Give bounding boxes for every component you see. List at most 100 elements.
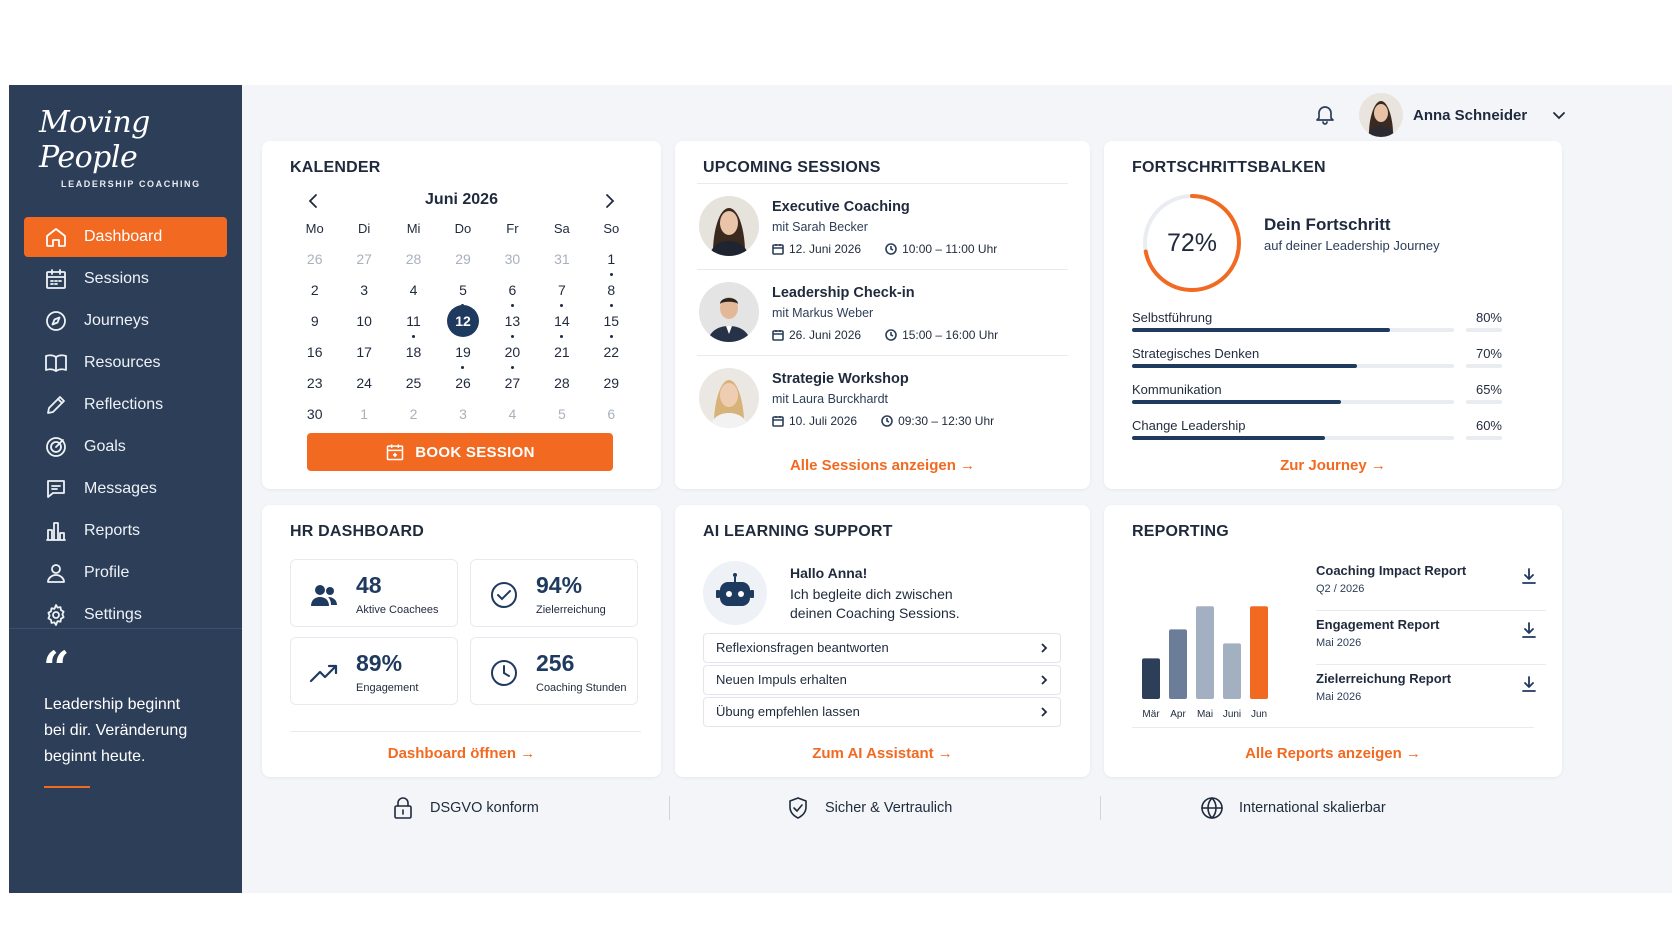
calendar-day[interactable]: 5 <box>537 402 586 433</box>
calendar-day[interactable]: 29 <box>587 371 636 402</box>
calendar-day[interactable]: 17 <box>339 340 388 371</box>
calendar-day[interactable]: 24 <box>339 371 388 402</box>
calendar-day-number: 11 <box>406 313 421 329</box>
sidebar-item-dashboard[interactable]: Dashboard <box>24 217 227 257</box>
calendar-day[interactable]: 25 <box>389 371 438 402</box>
sidebar-item-sessions[interactable]: Sessions <box>24 259 227 299</box>
report-period: Q2 / 2026 <box>1316 583 1365 595</box>
calendar-day[interactable]: 19 <box>438 340 487 371</box>
sidebar-item-label: Journeys <box>84 312 149 329</box>
calendar-day-number: 2 <box>310 282 319 298</box>
reporting-bar-chart: Mär Apr Mai Juni Jun <box>1142 606 1268 720</box>
calendar-day[interactable]: 13 <box>488 309 537 340</box>
session-item[interactable]: Strategie Workshop mit Laura Burckhardt … <box>697 355 1068 441</box>
sidebar-item-goals[interactable]: Goals <box>24 427 227 467</box>
sidebar-item-journeys[interactable]: Journeys <box>24 301 227 341</box>
calendar-day[interactable]: 7 <box>537 278 586 309</box>
sidebar-item-messages[interactable]: Messages <box>24 469 227 509</box>
ai-assistant-link[interactable]: Zum AI Assistant → <box>812 745 953 762</box>
all-sessions-link[interactable]: Alle Sessions anzeigen → <box>789 457 976 474</box>
progress-card: FORTSCHRITTSBALKEN 72% Dein Fortschritt … <box>1104 141 1562 489</box>
calendar-day[interactable]: 22 <box>587 340 636 371</box>
calendar-day[interactable]: 3 <box>438 402 487 433</box>
ai-option-reflection[interactable]: Reflexionsfragen beantworten <box>703 633 1061 663</box>
kpi-engagement[interactable]: 89% Engagement <box>290 637 458 705</box>
calendar-day[interactable]: 27 <box>488 371 537 402</box>
brand-tagline: LEADERSHIP COACHING <box>61 179 201 189</box>
calendar-day[interactable]: 10 <box>339 309 388 340</box>
calendar-day[interactable]: 26 <box>290 247 339 278</box>
notifications-button[interactable] <box>1313 102 1337 126</box>
calendar-day-number: 25 <box>405 375 422 391</box>
calendar-day[interactable]: 3 <box>339 278 388 309</box>
gear-icon <box>47 604 65 626</box>
calendar-day[interactable]: 23 <box>290 371 339 402</box>
calendar-day[interactable]: 4 <box>488 402 537 433</box>
calendar-day[interactable]: 1 <box>587 247 636 278</box>
calendar-day[interactable]: 28 <box>389 247 438 278</box>
chevron-left-icon[interactable] <box>304 191 324 211</box>
calendar-day[interactable]: 31 <box>537 247 586 278</box>
footer-security: Sicher & Vertraulich <box>785 795 952 821</box>
calendar-day[interactable]: 6 <box>488 278 537 309</box>
weekday-label: Do <box>454 221 472 236</box>
calendar-day-number: 6 <box>607 406 616 422</box>
all-reports-link[interactable]: Alle Reports anzeigen → <box>1245 745 1421 762</box>
dashboard-open-link[interactable]: Dashboard öffnen → <box>387 745 536 762</box>
kpi-active-coachees[interactable]: 48 Aktive Coachees <box>290 559 458 627</box>
calendar-day[interactable]: 15 <box>587 309 636 340</box>
report-title: Coaching Impact Report <box>1316 563 1467 578</box>
progress-heading: Dein Fortschritt <box>1264 215 1391 234</box>
sidebar-item-reports[interactable]: Reports <box>24 511 227 551</box>
brand-logo[interactable]: Moving People LEADERSHIP COACHING <box>9 85 242 189</box>
calendar-day[interactable]: 29 <box>438 247 487 278</box>
calendar-day[interactable]: 2 <box>290 278 339 309</box>
calendar-day-selected[interactable]: 12 <box>438 305 487 340</box>
download-button[interactable] <box>1520 621 1538 639</box>
session-date: 12. Juni 2026 <box>789 242 862 256</box>
percent-underline <box>1466 400 1502 404</box>
sidebar-item-resources[interactable]: Resources <box>24 343 227 383</box>
calendar-day[interactable]: 9 <box>290 309 339 340</box>
kpi-coaching-hours[interactable]: 256 Coaching Stunden <box>470 637 638 705</box>
user-menu[interactable]: Anna Schneider <box>1359 93 1567 137</box>
calendar-day[interactable]: 8 <box>587 278 636 309</box>
calendar-day[interactable]: 6 <box>587 402 636 433</box>
calendar-day[interactable]: 30 <box>290 402 339 433</box>
session-item[interactable]: Executive Coaching mit Sarah Becker 12. … <box>697 183 1068 269</box>
calendar-day[interactable]: 21 <box>537 340 586 371</box>
calendar-day[interactable]: 2 <box>389 402 438 433</box>
kpi-label: Zielerreichung <box>536 604 606 616</box>
calendar-day[interactable]: 11 <box>389 309 438 340</box>
sidebar-item-profile[interactable]: Profile <box>24 553 227 593</box>
calendar-day-number: 23 <box>306 375 323 391</box>
calendar-day[interactable]: 18 <box>389 340 438 371</box>
calendar-day[interactable]: 28 <box>537 371 586 402</box>
calendar-day[interactable]: 4 <box>389 278 438 309</box>
ai-option-impulse[interactable]: Neuen Impuls erhalten <box>703 665 1061 695</box>
calendar-day[interactable]: 16 <box>290 340 339 371</box>
journey-link[interactable]: Zur Journey → <box>1280 457 1386 474</box>
chevron-right-icon[interactable] <box>599 191 619 211</box>
session-item[interactable]: Leadership Check-in mit Markus Weber 26.… <box>697 269 1068 355</box>
main-content: Anna Schneider KALENDER Juni 2026 Mo Di Mi… <box>242 85 1672 893</box>
shield-icon <box>789 797 807 819</box>
sidebar-item-label: Settings <box>84 606 142 623</box>
kpi-goal-achievement[interactable]: 94% Zielerreichung <box>470 559 638 627</box>
calendar-day[interactable]: 14 <box>537 309 586 340</box>
sidebar-item-settings[interactable]: Settings <box>24 595 227 635</box>
skill-progress-row: Selbstführung 80% <box>1132 308 1502 344</box>
calendar-day[interactable]: 27 <box>339 247 388 278</box>
chart-x-label: Apr <box>1170 709 1186 720</box>
download-button[interactable] <box>1520 675 1538 693</box>
lock-icon <box>394 797 412 819</box>
download-button[interactable] <box>1520 567 1538 585</box>
ai-option-exercise[interactable]: Übung empfehlen lassen <box>703 697 1061 727</box>
book-session-button[interactable]: BOOK SESSION <box>307 433 613 471</box>
sidebar-item-reflections[interactable]: Reflections <box>24 385 227 425</box>
calendar-day-number: 20 <box>504 344 521 360</box>
calendar-day[interactable]: 30 <box>488 247 537 278</box>
calendar-day[interactable]: 20 <box>488 340 537 371</box>
calendar-day[interactable]: 1 <box>339 402 388 433</box>
calendar-day[interactable]: 26 <box>438 371 487 402</box>
